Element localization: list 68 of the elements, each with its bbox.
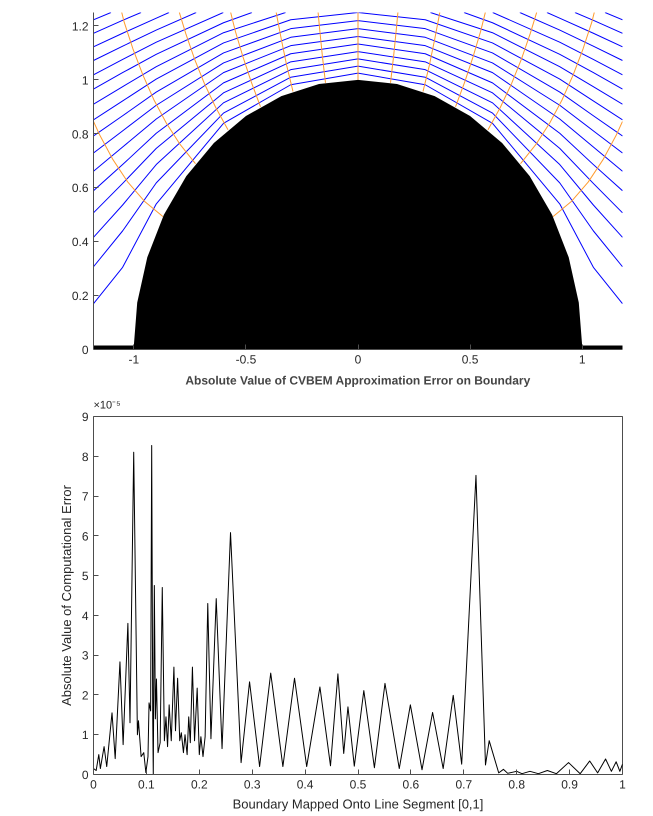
y-tick-label: 5 (82, 569, 89, 584)
x-tick-label: 0 (354, 352, 362, 366)
y-tick-label: 2 (82, 688, 89, 702)
line-series (121, 12, 196, 164)
y-tick-label: 0.6 (72, 181, 89, 196)
line-series (94, 58, 622, 238)
line-series (94, 120, 164, 218)
line-series (455, 12, 486, 108)
y-tick-label: 0.4 (72, 235, 89, 250)
line-series (276, 12, 294, 92)
line-series (94, 12, 252, 90)
line-series (94, 28, 622, 154)
x-tick-label: 0.1 (138, 778, 156, 792)
line-series (488, 12, 538, 130)
line-series (94, 12, 622, 120)
x-tick-label: 0.6 (402, 778, 420, 792)
y-tick-label: 3 (82, 648, 89, 663)
line-series (492, 12, 622, 76)
line-series (94, 44, 622, 192)
line-series (519, 12, 622, 61)
y-tick-label: 0.8 (72, 127, 89, 142)
line-series (94, 12, 286, 105)
x-tick-label: 1 (578, 352, 586, 366)
x-tick-label: -1 (128, 352, 140, 366)
x-tick-label: 0.8 (508, 778, 526, 792)
line-series (94, 72, 622, 304)
line-series (94, 12, 197, 61)
x-tick-label: 0.7 (455, 778, 472, 792)
x-tick-label: 0.5 (462, 352, 479, 366)
x-tick-label: 0.4 (296, 778, 314, 792)
line-series (422, 12, 440, 92)
line-series (552, 120, 622, 218)
y-tick-label: 1 (82, 728, 89, 742)
y-axis-title: Absolute Value of Computational Error (58, 484, 74, 706)
line-series (390, 12, 398, 84)
y-tick-label: 1 (82, 73, 89, 88)
line-series (546, 12, 622, 48)
y-tick-label: 1.2 (72, 19, 89, 34)
line-series (318, 12, 326, 84)
x-tick-label: 1 (619, 778, 626, 792)
line-series (94, 12, 224, 76)
x-tick-label: 0.2 (190, 778, 208, 792)
line-series (430, 12, 622, 105)
line-series (94, 51, 622, 214)
line-series (230, 12, 261, 108)
line-series (464, 12, 622, 90)
line-series (94, 20, 622, 136)
y-tick-label: 8 (82, 450, 89, 464)
line-series (520, 12, 595, 164)
y-tick-label: 0 (82, 343, 89, 357)
y-tick-label: 6 (82, 529, 89, 544)
x-tick-label: 0 (90, 778, 98, 792)
x-tick-label: 0.5 (350, 778, 367, 792)
x-tick-label: -0.5 (236, 352, 257, 366)
x-axis-title: Boundary Mapped Onto Line Segment [0,1] (232, 796, 484, 812)
y-tick-label: 9 (82, 410, 89, 424)
y-tick-label: 0 (82, 768, 89, 782)
y-tick-label: 0.2 (72, 289, 89, 304)
text: ×10⁻⁵ (94, 400, 121, 412)
line-series (94, 36, 622, 172)
y-tick-label: 7 (82, 490, 89, 504)
line-series (94, 12, 170, 48)
chart-title: Absolute Value of CVBEM Approximation Error on Boundary (185, 374, 531, 388)
line-series (94, 66, 622, 268)
y-tick-label: 4 (82, 608, 89, 623)
line-series (178, 12, 228, 130)
x-tick-label: 0.3 (244, 778, 261, 792)
x-tick-label: 0.9 (561, 778, 578, 792)
